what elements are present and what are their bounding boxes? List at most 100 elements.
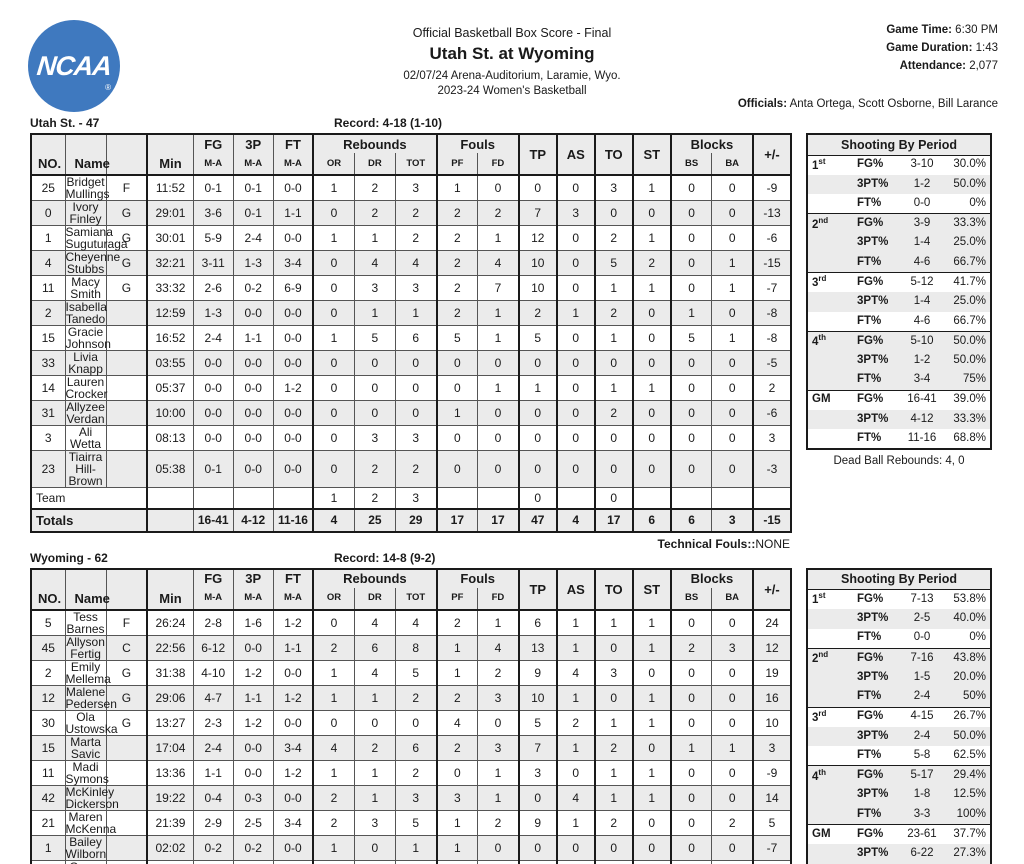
player-fg: 2-4 [192,325,234,351]
col-group-fg: FG [192,133,234,153]
table-row[interactable]: 25 Bridget Mullings F 11:52 0-1 0-1 0-0 1 2 3 1 0 0 0… [30,174,792,201]
player-number: 2 [30,300,66,326]
player-tp: 5 [517,325,558,351]
team-row-layout: FG 3P FT Rebounds Fouls TP AS TO ST Bloc… [30,133,998,533]
team-row-bs [669,487,713,509]
player-position: F [105,174,149,201]
player-bs: 5 [669,325,713,351]
shooting-stat-value: 2-4 [899,726,945,747]
player-3p: 1-2 [232,709,274,736]
officials-value: Anta Ortega, Scott Osborne, Bill Larance [789,98,998,110]
player-or: 0 [312,375,355,401]
player-tot: 5 [394,809,438,836]
player-fd: 2 [477,809,520,836]
col-st: ST [632,568,672,610]
table-row[interactable]: 5 Tess Barnes F 26:24 2-8 1-6 1-2 0 4 4 2 1 6 1 1 1 0 0 24 [30,608,792,636]
player-name: Ola Ustowska [64,709,118,736]
player-name: Tess Barnes [64,608,107,636]
player-tp: 7 [517,200,558,226]
team-caption: Wyoming - 62 Record: 14-8 (9-2) [30,551,792,565]
shooting-stat-pct: 50.0% [945,174,991,195]
table-row[interactable]: 33 Livia Knapp 03:55 0-0 0-0 0-0 0 0 0 0 0 0 0 0 0 0 0 -5 [30,350,792,376]
shooting-stat-label: FT% [853,311,899,332]
table-body: 25 Bridget Mullings F 11:52 0-1 0-1 0-0 1 2 3 1 0 0 0… [30,174,792,532]
player-fg: 2-8 [192,608,234,636]
table-row[interactable]: 30 Ola Ustowska G 13:27 2-3 1-2 0-0 0 0 0 4 0 5 2 1 1 0 0… [30,709,792,736]
shooting-stat-label: FT% [853,687,899,708]
player-tp: 10 [517,275,558,301]
col-pos [105,153,149,176]
shooting-stat-label: 3PT% [853,785,899,806]
player-number: 12 [30,684,66,711]
table-row[interactable]: 3 Ali Wetta 08:13 0-0 0-0 0-0 0 3 3 0 0 0 0 0 0 0 0 3 [30,425,792,451]
table-row[interactable]: 21 Maren McKenna 21:39 2-9 2-5 3-4 2 3 5 1 2 9 1 2 0 0 2… [30,809,792,836]
player-st: 0 [632,350,672,376]
table-row[interactable]: 2 Isabella Tanedo 12:59 1-3 0-0 0-0 0 1 1 2 1 2 1 2 0 1… [30,300,792,326]
player-bs: 0 [669,759,713,786]
player-tot: 3 [394,425,438,451]
player-tot: 0 [394,375,438,401]
player-3p: 0-0 [232,425,274,451]
player-pf: 2 [436,684,479,711]
player-plus-minus: 3 [752,425,792,451]
player-ba: 0 [711,300,755,326]
player-fd: 0 [477,425,520,451]
table-row[interactable]: 1 Bailey Wilborn 02:02 0-2 0-2 0-0 1 0 1 1 0 0 0 0 0 0 0… [30,834,792,861]
player-plus-minus: 24 [752,608,792,636]
table-row[interactable]: 15 Gracie Johnson 16:52 2-4 1-1 0-0 1 5 6 5 1 5 0 1 0 5… [30,325,792,351]
col-group-blank-no [30,568,66,588]
table-row[interactable]: 11 Madi Symons 13:36 1-1 0-0 1-2 1 1 2 0 1 3 0 1 1 0 0 -9 [30,759,792,786]
shooting-stat-pct: 12.5% [945,785,991,806]
player-3p: 0-3 [232,784,274,811]
shooting-body: 1st FG% 3-10 30.0% 3PT% 1-2 50.0% FT% 0-… [807,155,991,449]
player-dr: 2 [353,450,396,488]
technical-fouls-value: NONE [755,536,790,551]
player-plus-minus: 2 [752,375,792,401]
player-fd: 0 [477,174,520,201]
shooting-stat-value: 23-61 [899,824,945,845]
team-block-utah-st-: Utah St. - 47 Record: 4-18 (1-10) FG 3P … [0,116,1024,551]
shooting-stat-pct: 39.0% [945,389,991,410]
table-row[interactable]: 1 Samiana Suguturaga G 30:01 5-9 2-4 0-0 1 1 2 2 1 1… [30,225,792,251]
totals-min [146,507,194,532]
shooting-stat-value: 4-12 [899,409,945,430]
shooting-stat-value: 5-17 [899,765,945,786]
table-row[interactable]: 12 Malene Pedersen G 29:06 4-7 1-1 1-2 1 1 2 2 3 10 1… [30,684,792,711]
table-row[interactable]: 42 McKinley Dickerson 19:22 0-4 0-3 0-0 2 1 3 3 1 0… [30,784,792,811]
player-tp: 0 [517,450,558,488]
shooting-stat-label: FT% [853,429,899,449]
table-row[interactable]: 4 Cheyenne Stubbs G 32:21 3-11 1-3 3-4 0 4 4 2 4 10 0… [30,250,792,276]
player-position [105,400,149,426]
player-as: 0 [556,834,596,861]
player-fg: 4-7 [192,684,234,711]
player-dr: 0 [353,709,396,736]
shooting-row: 4th FG% 5-17 29.4% [807,765,991,786]
table-row[interactable]: 11 Macy Smith G 33:32 2-6 0-2 6-9 0 3 3 2 7 10 0 1 1 0 1-… [30,275,792,301]
table-row[interactable]: 15 Marta Savic 17:04 2-4 0-0 3-4 4 2 6 2 3 7 1 2 0 1 1 3 [30,734,792,761]
game-time-value: 6:30 PM [955,24,998,36]
table-row[interactable]: 0 Ivory Finley G 29:01 3-6 0-1 1-1 0 2 2 2 2 7 3 0 0 0 0-… [30,200,792,226]
player-number: 31 [30,400,66,426]
player-fd: 0 [477,834,520,861]
shooting-stat-pct: 50.0% [945,726,991,747]
player-3p: 0-1 [232,859,274,864]
col-plus-minus: +/- [752,568,792,610]
table-row[interactable]: 45 Allyson Fertig C 22:56 6-12 0-0 1-1 2 6 8 1 4 13 1… [30,634,792,661]
player-as: 1 [556,809,596,836]
shooting-period-spacer [807,667,853,688]
table-row[interactable]: 23 Tiairra Hill-Brown 05:38 0-1 0-0 0-0 0 2 2 0 0 0… [30,450,792,488]
player-bs: 2 [669,634,713,661]
table-row[interactable]: 31 Allyzee Verdan 10:00 0-0 0-0 0-0 0 0 0 1 0 0 0 2 0 0… [30,400,792,426]
shooting-title-row: Shooting By Period [807,568,991,590]
player-minutes: 02:02 [146,834,194,861]
table-row[interactable]: 2 Emily Mellema G 31:38 4-10 1-2 0-0 1 4 5 1 2 9 4 3 0 0… [30,659,792,686]
player-number: 11 [30,759,66,786]
shooting-period-spacer [807,726,853,747]
col-group-blank-min [146,133,194,153]
player-number: 30 [30,709,66,736]
player-number: 23 [30,450,66,488]
table-row[interactable]: 14 Lauren Crocker 05:37 0-0 0-0 1-2 0 0 0 0 1 1 0 1 1 0… [30,375,792,401]
shooting-stat-pct: 27.3% [945,844,991,864]
technical-fouls-line: Technical Fouls::NONE [30,537,792,551]
